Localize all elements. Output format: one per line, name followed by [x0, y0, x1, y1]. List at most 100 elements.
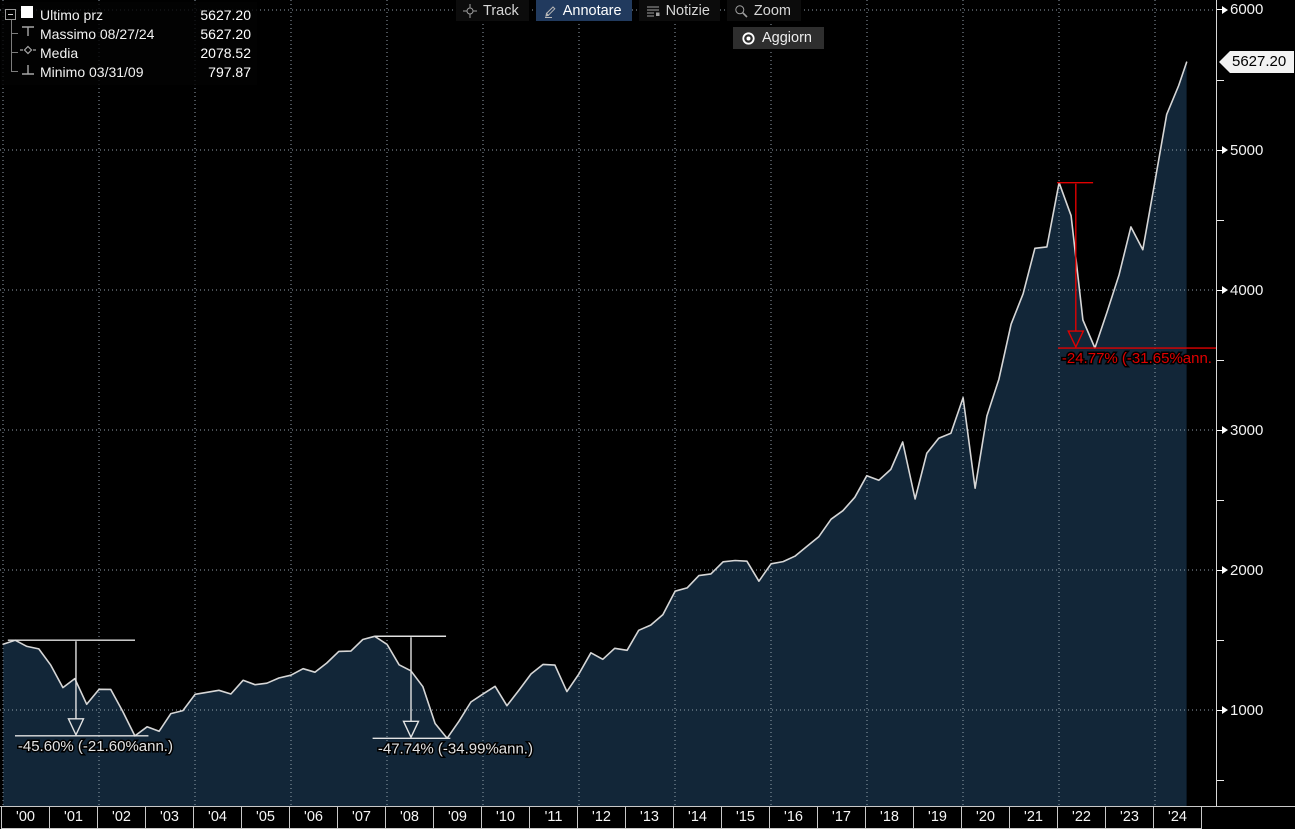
x-axis-year-cell: '08 [386, 807, 434, 829]
y-axis-tick-label: 4000 [1230, 281, 1264, 299]
zoom-button[interactable]: Zoom [726, 0, 801, 21]
legend-value: 2078.52 [200, 44, 251, 61]
x-axis-year-cell: '18 [866, 807, 914, 829]
tick-arrow-icon [1222, 706, 1228, 714]
y-axis-minor-tick [1217, 360, 1224, 361]
x-axis-year-cell: '09 [434, 807, 482, 829]
x-axis-year-cell: '04 [194, 807, 242, 829]
chart-toolbar: Track Annotare Notizie [456, 0, 824, 49]
drawdown-label[interactable]: -47.74% (-34.99%ann.) [376, 739, 534, 759]
legend-value: 5627.20 [200, 25, 251, 42]
x-axis-year-cell: '21 [1010, 807, 1058, 829]
zoom-label: Zoom [753, 2, 791, 19]
y-axis-minor-tick [1217, 500, 1224, 501]
x-axis-year-cell: '12 [578, 807, 626, 829]
legend-row-last-price[interactable]: Ultimo prz 5627.20 [5, 5, 251, 24]
annotate-label: Annotare [562, 2, 622, 19]
y-axis-minor-tick [1217, 640, 1224, 641]
refresh-label: Aggiorn [762, 30, 812, 46]
x-axis-year-cell: '02 [98, 807, 146, 829]
tick-arrow-icon [1222, 426, 1228, 434]
y-axis-tick: 2000 [1217, 561, 1263, 579]
legend-row-minimum[interactable]: Minimo 03/31/09 797.87 [5, 62, 251, 81]
x-axis-year-cell: '19 [914, 807, 962, 829]
pencil-icon [544, 5, 556, 18]
drawdown-annotation[interactable]: -47.74% (-34.99%ann.) [372, 635, 534, 759]
minimum-tick-icon [20, 62, 40, 81]
last-price-value: 5627.20 [1232, 53, 1287, 70]
magnifier-icon [735, 4, 748, 18]
x-axis-year-cell: '13 [626, 807, 674, 829]
x-axis-year-cell: '01 [50, 807, 98, 829]
y-axis-minor-tick [1217, 80, 1224, 81]
x-axis-year-cell: '24 [1154, 807, 1202, 829]
legend-row-maximum[interactable]: Massimo 08/27/24 5627.20 [5, 24, 251, 43]
price-area-chart[interactable]: -45.60% (-21.60%ann.) -47.74% (-34.99%ann… [0, 0, 1216, 806]
drawdown-label[interactable]: -45.60% (-21.60%ann.) [16, 736, 174, 756]
y-axis-tick-label: 3000 [1230, 421, 1264, 439]
x-axis-year-cell: '00 [2, 807, 50, 829]
x-axis-year-cell: '03 [146, 807, 194, 829]
y-axis-tick-label: 6000 [1230, 1, 1264, 19]
news-icon [646, 6, 660, 16]
maximum-tick-icon [20, 24, 40, 43]
last-price-tag: 5627.20 [1219, 51, 1294, 73]
track-button[interactable]: Track [456, 0, 529, 21]
legend-row-mean[interactable]: Media 2078.52 [5, 43, 251, 62]
price-area-fill [3, 62, 1187, 806]
mean-marker-icon [20, 43, 40, 62]
y-axis-tick-label: 2000 [1230, 561, 1264, 579]
down-arrow [402, 720, 420, 739]
track-label: Track [483, 2, 519, 19]
y-axis-tick: 1000 [1217, 701, 1263, 719]
legend-panel: Ultimo prz 5627.20 Massimo 08/27/24 5627… [1, 2, 257, 85]
legend-label: Minimo 03/31/09 [40, 63, 144, 80]
price-line [2, 61, 1188, 740]
x-axis-year-cell: '14 [674, 807, 722, 829]
down-arrow [1067, 330, 1085, 349]
legend-value: 5627.20 [200, 6, 251, 23]
x-axis-year-cell: '23 [1106, 807, 1154, 829]
y-axis-tick: 6000 [1217, 1, 1263, 19]
tick-arrow-icon [1222, 566, 1228, 574]
drawdown-annotation[interactable]: -45.60% (-21.60%ann.) [7, 639, 174, 756]
drawdown-annotation[interactable]: -24.77% (-31.65%ann. [1057, 182, 1216, 369]
y-axis-minor-tick [1217, 780, 1224, 781]
x-axis-year-cell: '15 [722, 807, 770, 829]
y-axis-tick: 3000 [1217, 421, 1263, 439]
drawdown-label[interactable]: -24.77% (-31.65%ann. [1060, 349, 1213, 369]
legend-label: Massimo 08/27/24 [40, 25, 155, 42]
news-button[interactable]: Notizie [638, 0, 720, 21]
down-arrow [67, 718, 85, 737]
x-axis-year-cell: '06 [290, 807, 338, 829]
annotate-button[interactable]: Annotare [535, 0, 632, 21]
y-axis-tick: 5000 [1217, 141, 1263, 159]
x-axis-year-cell: '11 [530, 807, 578, 829]
x-axis-year-cell: '22 [1058, 807, 1106, 829]
price-axis: 5627.20 6000 5000 4000 3000 2000 1000 [1216, 0, 1295, 806]
y-axis-tick-label: 1000 [1230, 701, 1264, 719]
x-axis-year-cell: '16 [770, 807, 818, 829]
collapse-toggle-icon[interactable] [5, 9, 16, 20]
x-axis-year-cell: '20 [962, 807, 1010, 829]
y-axis-minor-tick [1217, 220, 1224, 221]
y-axis-tick-label: 5000 [1230, 141, 1264, 159]
legend-tree-branch [11, 71, 18, 72]
x-axis-year-cell: '05 [242, 807, 290, 829]
x-axis-year-cell: '10 [482, 807, 530, 829]
last-price-swatch-icon [20, 5, 40, 24]
refresh-button[interactable]: Aggiorn [733, 27, 824, 49]
legend-label: Ultimo prz [40, 6, 104, 23]
crosshair-icon [463, 3, 477, 18]
legend-label: Media [40, 44, 79, 61]
x-axis-year-cell: '07 [338, 807, 386, 829]
legend-value: 797.87 [208, 63, 251, 80]
tick-arrow-icon [1222, 286, 1228, 294]
tick-arrow-icon [1222, 5, 1228, 14]
y-axis-tick: 4000 [1217, 281, 1263, 299]
x-axis-year-cell: '17 [818, 807, 866, 829]
record-icon [742, 31, 755, 45]
news-label: Notizie [665, 2, 710, 19]
legend-tree-line [11, 19, 12, 71]
